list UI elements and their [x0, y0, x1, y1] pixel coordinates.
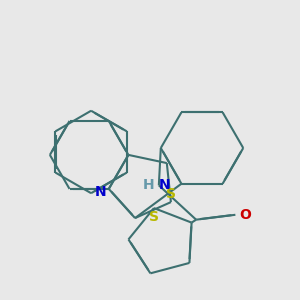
Text: N: N	[95, 185, 107, 199]
Text: N: N	[159, 178, 170, 192]
Text: S: S	[166, 187, 176, 201]
Text: H: H	[143, 178, 155, 192]
Text: O: O	[239, 208, 251, 222]
Text: S: S	[149, 210, 159, 224]
